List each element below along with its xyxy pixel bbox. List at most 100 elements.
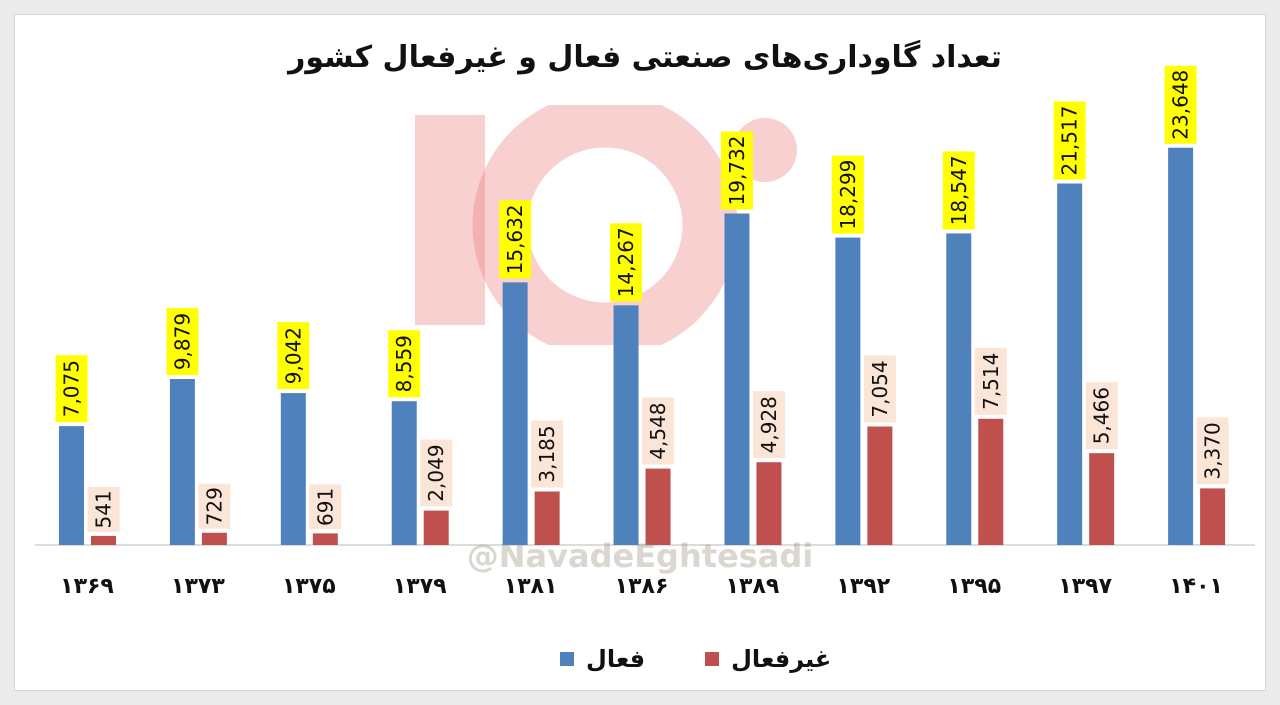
data-label-active: 21,517 bbox=[1053, 101, 1086, 180]
bar-active bbox=[1168, 147, 1194, 545]
data-label-text: 9,042 bbox=[281, 327, 305, 384]
data-label-text: 3,370 bbox=[1201, 422, 1225, 479]
data-label-active: 23,648 bbox=[1164, 65, 1197, 144]
x-tick-label: ۱۳۸۹ bbox=[726, 574, 780, 599]
data-label-background bbox=[1085, 382, 1118, 450]
data-label-inactive: 691 bbox=[309, 484, 342, 530]
data-label-background bbox=[531, 420, 564, 488]
data-label-inactive: 3,370 bbox=[1196, 417, 1229, 485]
data-label-background bbox=[610, 223, 643, 302]
bar-active bbox=[169, 379, 195, 545]
bar-inactive bbox=[1089, 453, 1115, 545]
bar-active bbox=[502, 282, 528, 545]
bar-inactive bbox=[201, 532, 227, 545]
data-label-text: 15,632 bbox=[503, 204, 527, 274]
data-label-background bbox=[420, 439, 453, 507]
data-label-active: 18,547 bbox=[942, 151, 975, 230]
data-label-inactive: 729 bbox=[198, 483, 231, 529]
x-tick-label: ۱۴۰۱ bbox=[1169, 574, 1223, 599]
data-label-background bbox=[87, 486, 120, 532]
data-label-text: 7,054 bbox=[868, 360, 892, 417]
x-tick-label: ۱۳۷۹ bbox=[393, 574, 447, 599]
data-label-inactive: 5,466 bbox=[1085, 382, 1118, 450]
bar-inactive bbox=[312, 533, 338, 545]
data-label-inactive: 4,548 bbox=[642, 397, 675, 465]
bar-active bbox=[280, 393, 306, 545]
bar-inactive bbox=[867, 426, 893, 545]
data-label-text: 18,299 bbox=[836, 160, 860, 230]
data-label-active: 14,267 bbox=[610, 223, 643, 302]
bar-inactive bbox=[423, 510, 449, 545]
data-label-text: 4,928 bbox=[757, 396, 781, 453]
data-label-inactive: 2,049 bbox=[420, 439, 453, 507]
legend-label-inactive: غیرفعال bbox=[731, 645, 832, 673]
data-label-background bbox=[1164, 65, 1197, 144]
data-label-background bbox=[1053, 101, 1086, 180]
data-label-active: 9,042 bbox=[277, 322, 310, 390]
bar-inactive bbox=[1200, 488, 1226, 545]
data-label-text: 18,547 bbox=[947, 155, 971, 225]
data-label-text: 7,075 bbox=[60, 360, 84, 417]
watermark-text: @NavadeEghtesadi bbox=[466, 537, 814, 575]
legend-swatch-active bbox=[560, 652, 574, 666]
data-label-text: 691 bbox=[313, 488, 337, 526]
x-tick-label: ۱۳۹۵ bbox=[947, 574, 1001, 599]
bar-inactive bbox=[756, 462, 782, 545]
data-label-background bbox=[831, 155, 864, 234]
data-label-inactive: 7,514 bbox=[974, 347, 1007, 415]
data-label-text: 8,559 bbox=[392, 335, 416, 392]
data-label-text: 3,185 bbox=[535, 425, 559, 482]
bar-inactive bbox=[91, 535, 116, 545]
data-label-background bbox=[752, 391, 785, 459]
data-label-text: 23,648 bbox=[1169, 70, 1193, 140]
bar-active bbox=[391, 401, 417, 545]
legend-item-active: فعال bbox=[560, 645, 645, 673]
legend-label-active: فعال bbox=[586, 645, 646, 673]
bar-inactive bbox=[645, 468, 671, 545]
x-tick-label: ۱۳۸۶ bbox=[615, 574, 669, 599]
data-label-background bbox=[720, 131, 753, 210]
data-label-text: 9,879 bbox=[170, 313, 194, 370]
bar-active bbox=[946, 233, 972, 545]
data-label-background bbox=[388, 330, 421, 398]
data-label-background bbox=[499, 200, 532, 279]
data-label-active: 19,732 bbox=[720, 131, 753, 210]
data-label-background bbox=[942, 151, 975, 230]
data-label-active: 18,299 bbox=[831, 155, 864, 234]
data-label-active: 7,075 bbox=[55, 355, 88, 423]
data-label-inactive: 4,928 bbox=[752, 391, 785, 459]
legend-item-inactive: غیرفعال bbox=[705, 645, 831, 673]
x-tick-label: ۱۳۹۷ bbox=[1058, 574, 1112, 599]
data-label-background bbox=[974, 347, 1007, 415]
data-label-active: 9,879 bbox=[166, 308, 199, 376]
data-label-text: 21,517 bbox=[1058, 106, 1082, 176]
data-label-background bbox=[1196, 417, 1229, 485]
data-label-text: 14,267 bbox=[614, 227, 638, 297]
data-label-text: 5,466 bbox=[1090, 387, 1114, 444]
bar-active bbox=[835, 237, 861, 546]
data-label-text: 541 bbox=[92, 490, 116, 528]
data-label-background bbox=[863, 355, 896, 423]
bar-inactive bbox=[534, 491, 560, 545]
data-label-active: 15,632 bbox=[499, 200, 532, 279]
bar-active bbox=[724, 213, 750, 546]
bar-active bbox=[613, 305, 639, 545]
data-label-inactive: 541 bbox=[87, 486, 120, 532]
x-tick-label: ۱۳۹۲ bbox=[837, 574, 891, 599]
data-label-background bbox=[277, 322, 310, 390]
x-tick-label: ۱۳۶۹ bbox=[60, 574, 114, 599]
bar-active bbox=[1057, 183, 1083, 545]
bar-inactive bbox=[978, 418, 1004, 545]
data-label-inactive: 3,185 bbox=[531, 420, 564, 488]
data-label-background bbox=[198, 483, 231, 529]
data-label-active: 8,559 bbox=[388, 330, 421, 398]
data-label-background bbox=[642, 397, 675, 465]
chart-title: تعداد گاوداری‌های صنعتی فعال و غیرفعال ک… bbox=[288, 40, 1002, 75]
x-tick-label: ۱۳۷۵ bbox=[282, 574, 336, 599]
x-tick-label: ۱۳۸۱ bbox=[504, 574, 558, 599]
data-label-text: 729 bbox=[202, 487, 226, 525]
legend-swatch-inactive bbox=[705, 652, 720, 666]
data-label-text: 19,732 bbox=[725, 136, 749, 206]
bar-active bbox=[59, 426, 84, 545]
